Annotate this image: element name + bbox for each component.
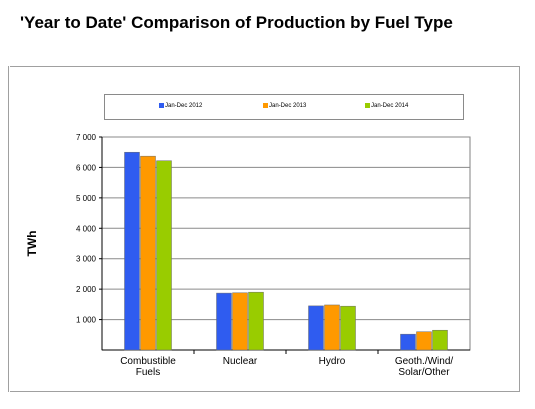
y-tick-label: 4 000: [76, 224, 97, 233]
bar-jan-dec-2012: [124, 151, 140, 351]
legend-item-2013: Jan-Dec 2013: [263, 103, 306, 109]
bar-jan-dec-2012: [216, 292, 232, 351]
bar-jan-dec-2014: [432, 329, 448, 351]
x-tick-label: Solar/Other: [398, 367, 450, 378]
bar-jan-dec-2013: [324, 304, 340, 351]
x-tick-label: Hydro: [319, 356, 346, 367]
chart-legend: Jan-Dec 2012 Jan-Dec 2013 Jan-Dec 2014: [104, 94, 464, 120]
bar-jan-dec-2013: [232, 292, 248, 351]
x-tick-label: Geoth./Wind/: [395, 356, 454, 367]
y-tick-label: 3 000: [76, 255, 97, 264]
y-tick-label: 2 000: [76, 285, 97, 294]
bar-jan-dec-2014: [340, 305, 356, 351]
y-tick-label: 5 000: [76, 194, 97, 203]
x-tick-label: Fuels: [136, 367, 160, 378]
bar-jan-dec-2014: [248, 291, 264, 351]
legend-swatch-2014: [365, 103, 370, 108]
bar-jan-dec-2013: [416, 331, 432, 351]
chart-frame: [10, 66, 520, 392]
frame-left-rule: [8, 66, 9, 392]
bar-jan-dec-2012: [308, 305, 324, 351]
legend-label-2014: Jan-Dec 2014: [371, 103, 409, 110]
bar-jan-dec-2013: [140, 155, 156, 351]
legend-swatch-2013: [263, 103, 268, 108]
bar-jan-dec-2012: [400, 333, 416, 351]
legend-label-2013: Jan-Dec 2013: [269, 103, 307, 110]
y-tick-label: 7 000: [76, 133, 97, 142]
legend-item-2012: Jan-Dec 2012: [159, 103, 202, 109]
x-tick-label: Nuclear: [223, 356, 258, 367]
y-tick-label: 1 000: [76, 316, 97, 325]
y-axis-label: TWh: [25, 231, 39, 257]
legend-item-2014: Jan-Dec 2014: [365, 103, 408, 109]
legend-label-2012: Jan-Dec 2012: [165, 103, 203, 110]
x-tick-label: Combustible: [120, 356, 176, 367]
page-title: 'Year to Date' Comparison of Production …: [20, 13, 453, 32]
bar-jan-dec-2014: [156, 160, 172, 351]
legend-swatch-2012: [159, 103, 164, 108]
y-tick-label: 6 000: [76, 163, 97, 172]
